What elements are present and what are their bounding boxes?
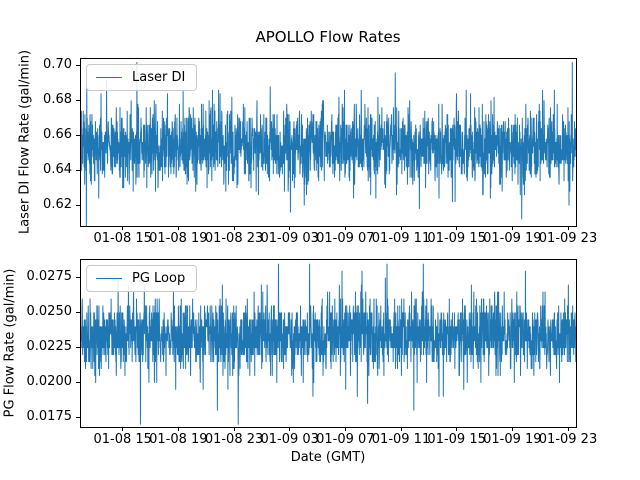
y-tick-mark xyxy=(76,346,80,348)
x-tick-label: 01-09 15 xyxy=(427,231,486,246)
x-tick-mark xyxy=(511,226,513,230)
y-tick-label: 0.70 xyxy=(43,57,72,72)
y-tick-label: 0.0225 xyxy=(26,339,73,355)
y-tick-label: 0.62 xyxy=(43,197,72,212)
x-tick-mark xyxy=(289,427,291,431)
x-tick-label: 01-08 19 xyxy=(149,432,208,447)
legend-laser-di: Laser DI xyxy=(86,64,198,91)
axes-pg-loop: PG Loop xyxy=(80,259,577,428)
x-tick-label: 01-08 15 xyxy=(93,231,152,246)
y-tick-label: 0.0250 xyxy=(26,304,73,320)
x-tick-mark xyxy=(177,427,179,431)
y-tick-label: 0.0175 xyxy=(26,409,73,425)
x-axis-label: Date (GMT) xyxy=(290,450,366,465)
x-tick-label: 01-09 07 xyxy=(316,231,375,246)
y-tick-label: 0.0200 xyxy=(26,374,73,390)
x-tick-label: 01-08 19 xyxy=(149,231,208,246)
legend-label: Laser DI xyxy=(132,70,186,85)
x-tick-label: 01-09 23 xyxy=(538,231,598,246)
x-tick-mark xyxy=(344,427,346,431)
x-tick-mark xyxy=(400,427,402,431)
x-tick-label: 01-08 23 xyxy=(204,231,264,246)
y-tick-label: 0.68 xyxy=(43,92,72,107)
axes-laser-di: Laser DI xyxy=(80,58,577,227)
y-tick-label: 0.66 xyxy=(43,127,72,142)
y-tick-mark xyxy=(76,204,80,206)
y-tick-mark xyxy=(76,64,80,66)
x-tick-label: 01-09 15 xyxy=(427,432,486,447)
x-tick-mark xyxy=(122,427,124,431)
y-tick-label: 0.64 xyxy=(43,162,72,177)
legend-pg-loop: PG Loop xyxy=(86,265,198,292)
x-tick-mark xyxy=(177,226,179,230)
x-tick-mark xyxy=(567,427,569,431)
legend-label: PG Loop xyxy=(132,271,186,286)
x-tick-label: 01-09 19 xyxy=(483,432,542,447)
legend-line-sample xyxy=(96,77,122,78)
x-tick-mark xyxy=(456,226,458,230)
x-tick-mark xyxy=(233,427,235,431)
legend-line-sample xyxy=(96,278,122,279)
x-tick-mark xyxy=(289,226,291,230)
x-tick-mark xyxy=(400,226,402,230)
x-tick-label: 01-08 15 xyxy=(93,432,152,447)
x-tick-mark xyxy=(567,226,569,230)
x-tick-label: 01-09 19 xyxy=(483,231,542,246)
chart-title: APOLLO Flow Rates xyxy=(255,28,401,46)
y-tick-mark xyxy=(76,276,80,278)
y-tick-mark xyxy=(76,416,80,418)
x-tick-mark xyxy=(456,427,458,431)
y-tick-mark xyxy=(76,169,80,171)
x-tick-mark xyxy=(344,226,346,230)
x-tick-label: 01-09 11 xyxy=(371,432,431,447)
x-tick-mark xyxy=(122,226,124,230)
x-tick-label: 01-08 23 xyxy=(204,432,264,447)
x-tick-label: 01-09 07 xyxy=(316,432,375,447)
y-tick-label: 0.0275 xyxy=(26,269,73,285)
x-tick-label: 01-09 11 xyxy=(371,231,431,246)
x-tick-label: 01-09 03 xyxy=(260,432,319,447)
y-tick-mark xyxy=(76,311,80,313)
x-tick-mark xyxy=(511,427,513,431)
y-tick-mark xyxy=(76,381,80,383)
x-tick-mark xyxy=(233,226,235,230)
y-tick-mark xyxy=(76,99,80,101)
y-tick-mark xyxy=(76,134,80,136)
x-tick-label: 01-09 23 xyxy=(538,432,598,447)
x-tick-label: 01-09 03 xyxy=(260,231,319,246)
